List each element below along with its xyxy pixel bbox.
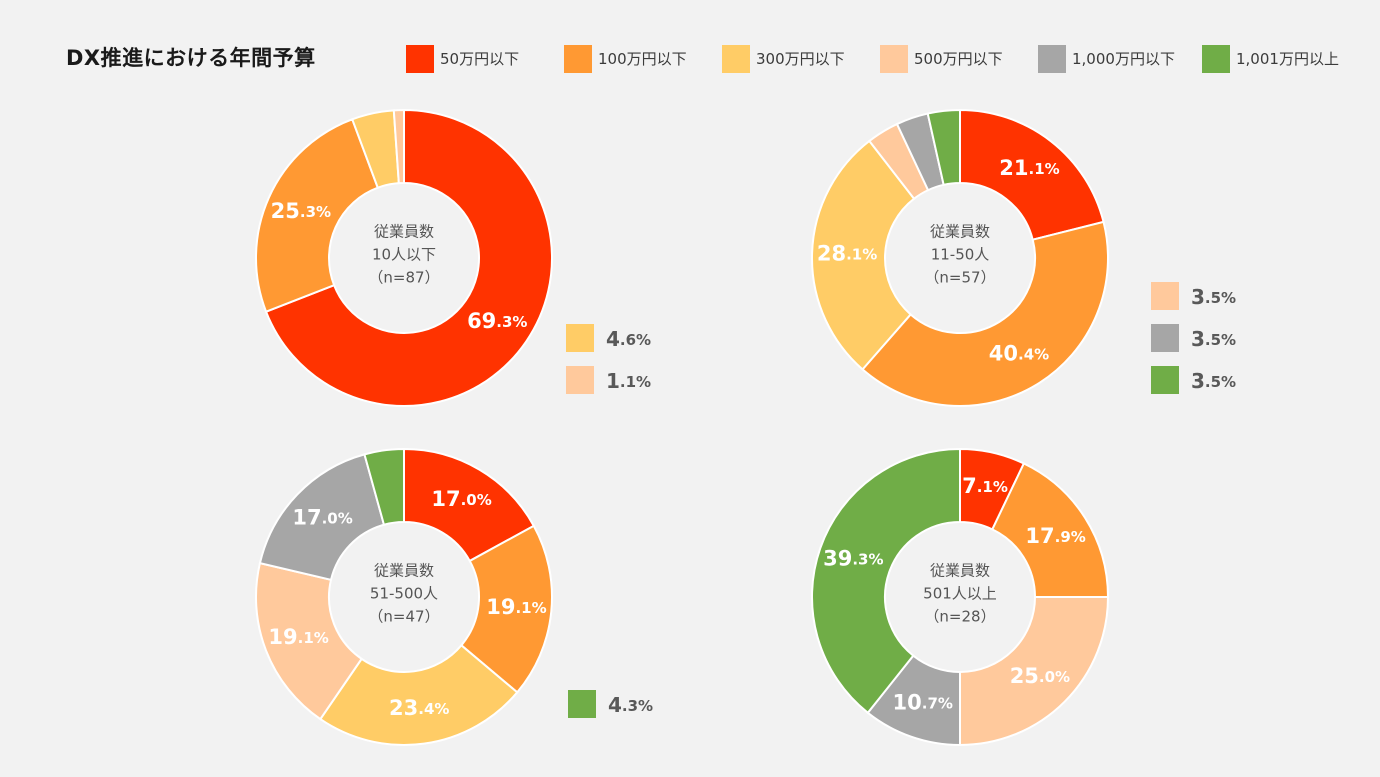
legend-swatch [722,45,750,73]
pie-slice [255,561,364,721]
legend-swatch [564,45,592,73]
side-label-swatch [566,324,594,352]
legend-swatch [880,45,908,73]
legend-label: 300万円以下 [756,50,845,68]
pie-slice [255,118,380,313]
pie-slice [459,524,553,694]
slice-label: 28.1% [817,242,877,266]
donut-chart-4: 7.1% 17.9% 25.0% 10.7% 39.3% 従業員数 501人以上 （n=28） [811,447,1110,747]
side-label: 1.1% [606,369,651,393]
slice-label: 23.4% [389,696,449,720]
center-label: 501人以上 [923,585,997,603]
slice-label: 17.0% [292,506,352,530]
side-label-swatch [1151,324,1179,352]
center-label: （n=28） [924,608,995,626]
slice-label: 10.7% [893,691,953,715]
slice-label: 17.9% [1025,524,1085,548]
slice-label: 39.3% [823,547,883,571]
slice-label: 19.1% [486,595,546,619]
center-label: （n=57） [924,269,995,287]
legend-label: 50万円以下 [440,50,520,68]
pie-slice [363,447,405,526]
legend-label: 500万円以下 [914,50,1003,68]
side-label-swatch [568,690,596,718]
side-label: 3.5% [1191,327,1236,351]
legend-swatch [1202,45,1230,73]
pie-slice [811,139,916,371]
center-label: 従業員数 [930,562,990,580]
slice-label: 19.1% [268,625,328,649]
center-label: 51-500人 [370,585,438,603]
legend-label: 100万円以下 [598,50,687,68]
center-label: 11-50人 [931,246,990,264]
pie-slice [959,596,1110,747]
pie-slice [861,220,1109,407]
side-label: 4.6% [606,327,651,351]
side-label-swatch [566,366,594,394]
donut-chart-3: 17.0% 19.1% 23.4% 19.1% 17.0% 4.3% 従業員数 51-500人… [255,447,653,746]
pie-slice [959,108,1105,241]
slice-label: 25.3% [271,199,331,223]
slice-label: 21.1% [999,156,1059,180]
center-label: 10人以下 [372,246,436,264]
legend-label: 1,001万円以上 [1236,50,1339,68]
side-label: 3.5% [1191,285,1236,309]
pie-slice [264,108,553,407]
pie-slice [926,108,961,186]
slice-label: 17.0% [431,487,491,511]
slice-label: 40.4% [989,341,1049,365]
side-label-swatch [1151,282,1179,310]
donut-chart-2: 21.1% 40.4% 28.1% 3.5% 3.5% 3.5% 従業員数 11-50人 （n=… [811,108,1236,407]
pie-slice [392,108,405,185]
center-label: （n=87） [368,269,439,287]
center-label: （n=47） [368,608,439,626]
center-label: 従業員数 [930,223,990,241]
legend-swatch [1038,45,1066,73]
legend-swatch [406,45,434,73]
side-label: 3.5% [1191,369,1236,393]
center-label: 従業員数 [374,562,434,580]
page-title: DX推進における年間予算 [66,46,316,70]
side-label: 4.3% [608,693,653,717]
side-label-swatch [1151,366,1179,394]
legend-label: 1,000万円以下 [1072,50,1175,68]
center-label: 従業員数 [374,223,434,241]
pie-slice [318,643,519,746]
pie-slice [811,447,961,715]
slice-label: 25.0% [1010,664,1070,688]
donut-chart-1: 69.3% 25.3% 4.6% 1.1% 従業員数 10人以下 （n=87） [255,108,651,407]
slice-label: 7.1% [962,474,1008,498]
pie-slice [991,462,1110,598]
slice-label: 69.3% [467,309,527,333]
